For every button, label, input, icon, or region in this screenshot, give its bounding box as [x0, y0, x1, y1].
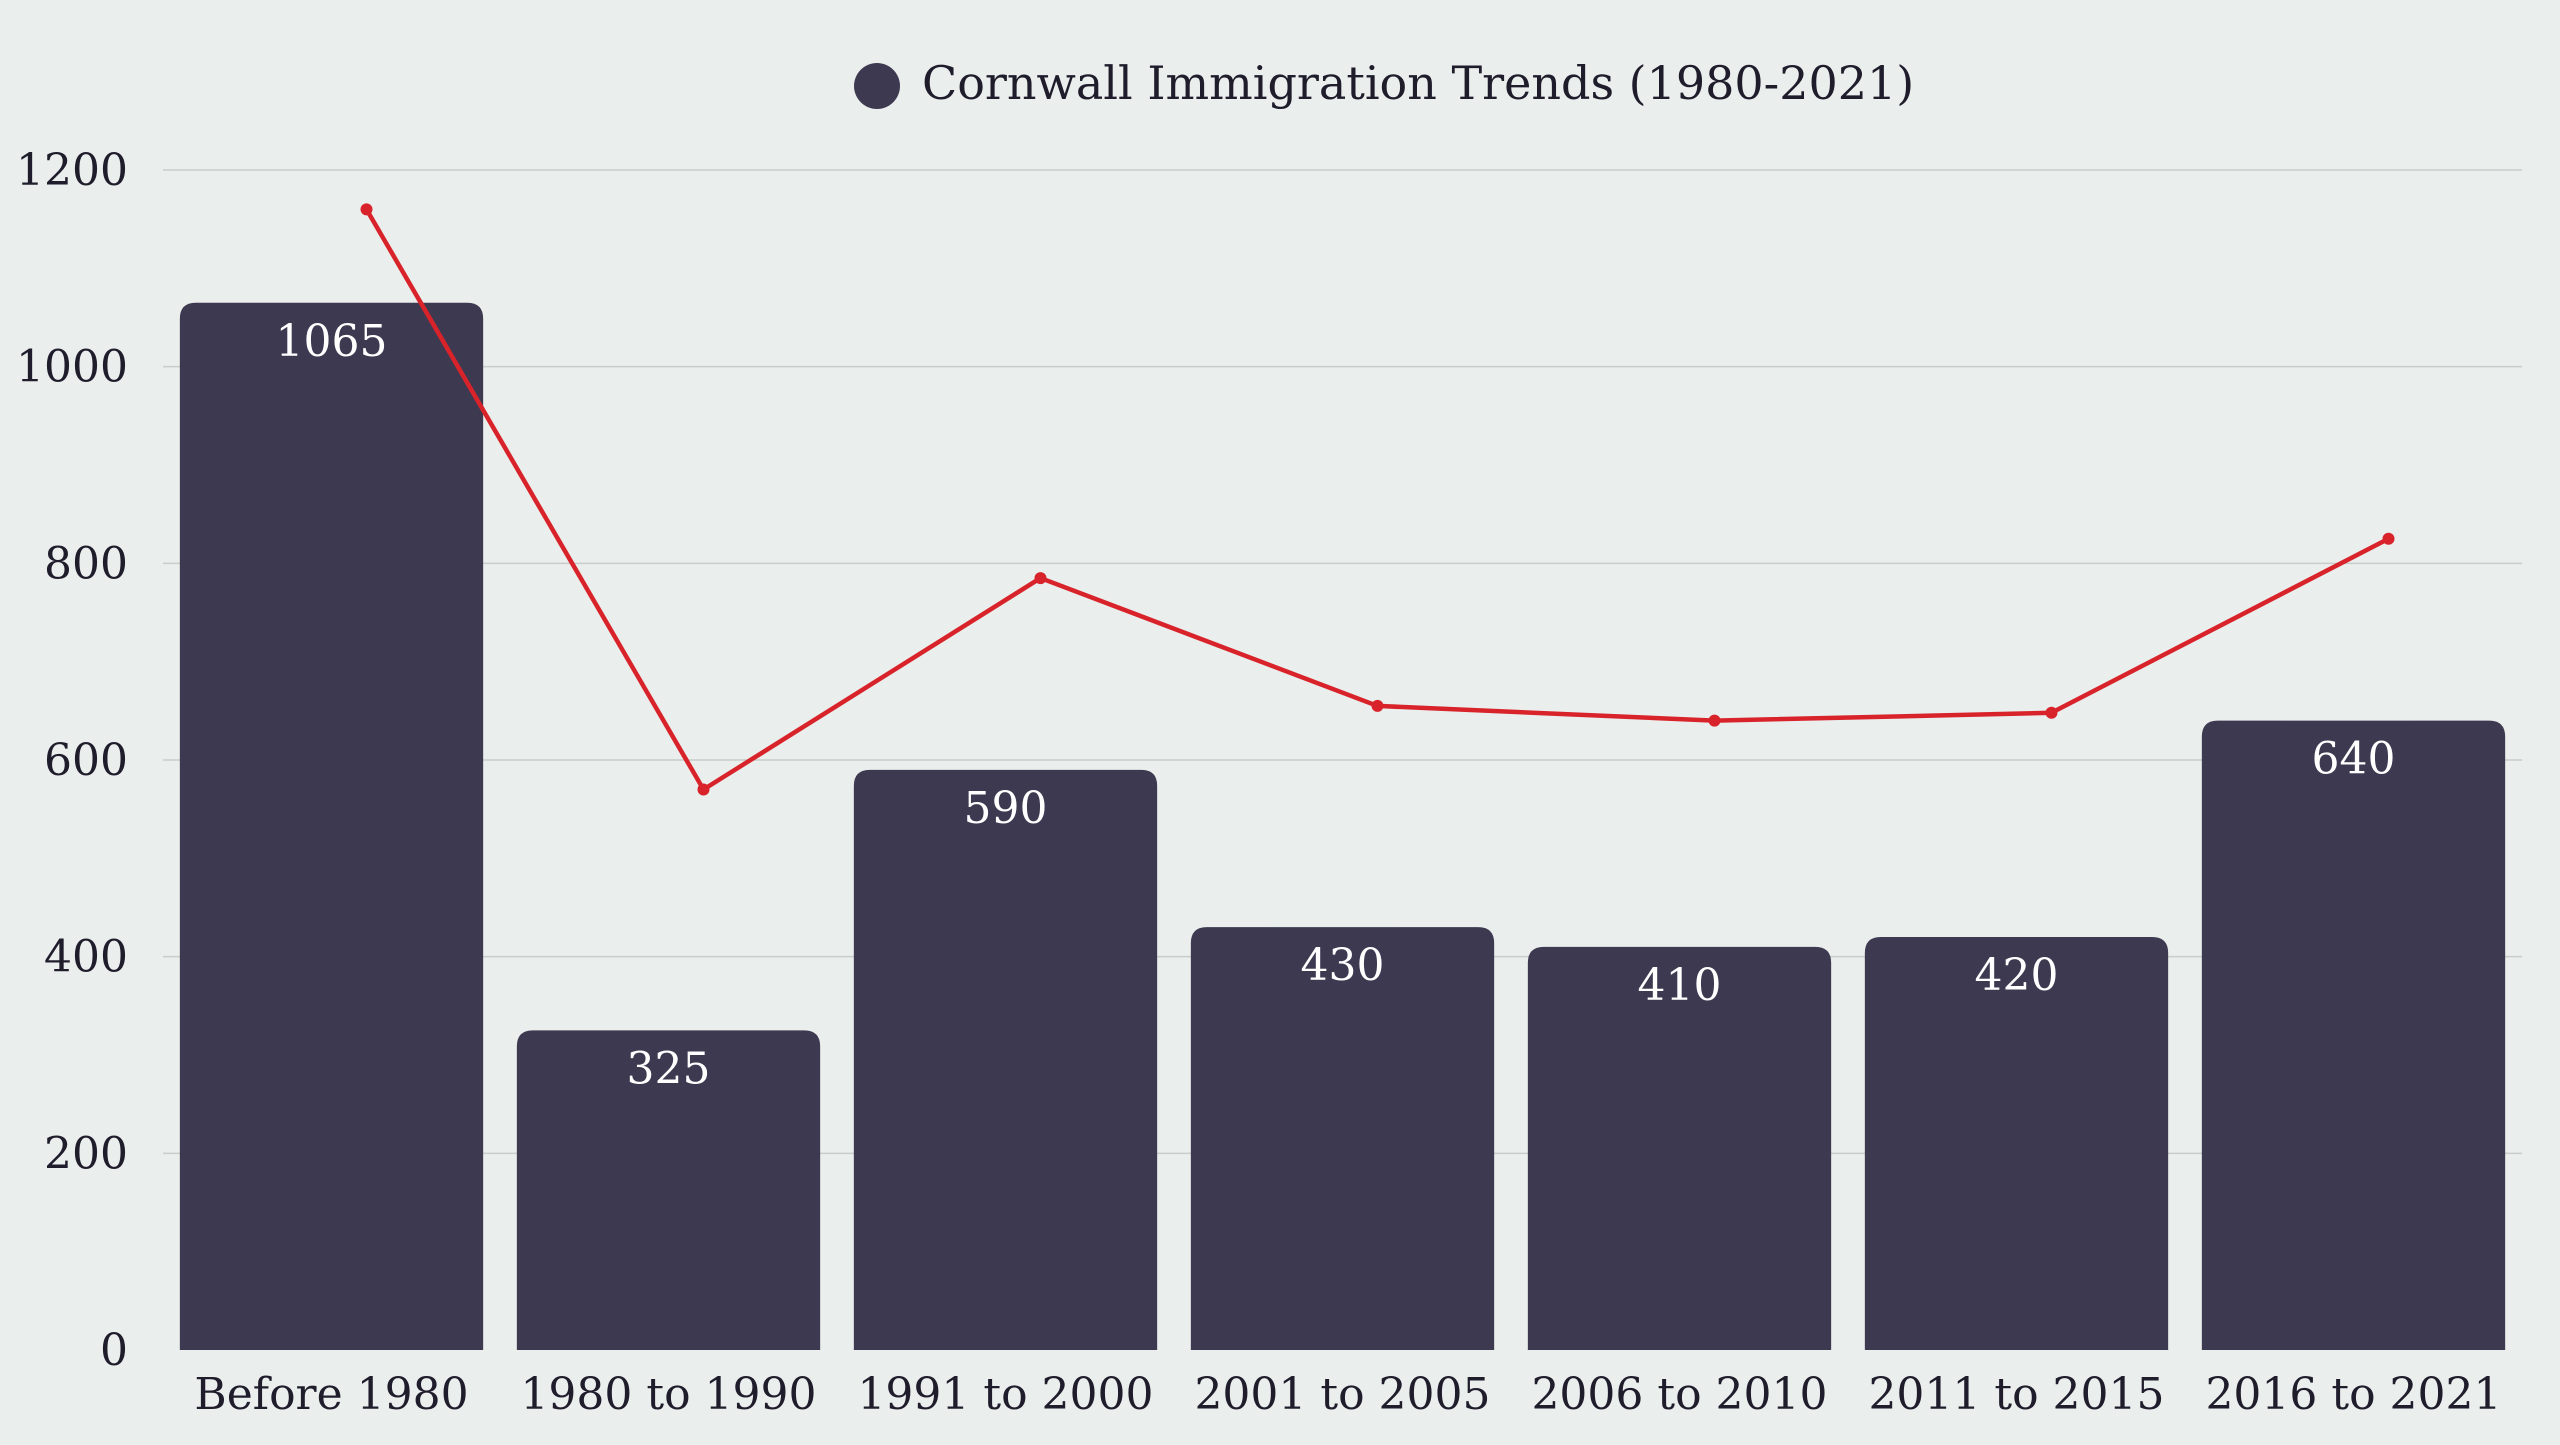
x-tick-label: Before 1980: [194, 1369, 468, 1420]
line-point[interactable]: [2045, 706, 2058, 719]
bars: [179, 302, 2506, 1350]
y-tick-label: 0: [100, 1325, 128, 1376]
y-tick-label: 1200: [16, 145, 128, 196]
bar[interactable]: [1527, 946, 1832, 1350]
bar[interactable]: [1864, 937, 2169, 1350]
line-point[interactable]: [1371, 699, 1384, 712]
bar-data-labels: 1065 325 590 430 410 420 640: [276, 316, 2396, 1095]
bar-data-label: 1065: [276, 316, 388, 367]
x-axis-ticks: Before 1980 1980 to 1990 1991 to 2000 2001 …: [194, 1369, 2501, 1420]
x-tick-label: 2006 to 2010: [1531, 1369, 1827, 1420]
x-tick-label: 1980 to 1990: [520, 1369, 816, 1420]
line-point[interactable]: [697, 783, 710, 796]
y-axis-ticks: 0 200 400 600 800 1000 1200: [16, 145, 128, 1376]
bar[interactable]: [1190, 927, 1495, 1350]
line-point[interactable]: [1708, 714, 1721, 727]
bar[interactable]: [516, 1030, 821, 1350]
x-tick-label: 1991 to 2000: [857, 1369, 1153, 1420]
bar-data-label: 410: [1638, 960, 1722, 1011]
bar[interactable]: [2201, 720, 2506, 1350]
y-tick-label: 200: [44, 1128, 128, 1179]
legend-label: Cornwall Immigration Trends (1980-2021): [922, 56, 1914, 110]
line-point[interactable]: [360, 203, 373, 216]
bar-data-label: 430: [1301, 940, 1385, 991]
legend-swatch-icon: [854, 63, 900, 109]
x-tick-label: 2011 to 2015: [1868, 1369, 2164, 1420]
bar-data-label: 590: [964, 783, 1048, 834]
y-tick-label: 600: [44, 735, 128, 786]
bar-data-label: 640: [2312, 734, 2396, 785]
line-point[interactable]: [1034, 572, 1047, 585]
y-tick-label: 1000: [16, 342, 128, 393]
y-tick-label: 400: [44, 932, 128, 983]
x-tick-label: 2016 to 2021: [2205, 1369, 2501, 1420]
bar-data-label: 420: [1975, 950, 2059, 1001]
bar[interactable]: [179, 302, 484, 1350]
x-tick-label: 2001 to 2005: [1194, 1369, 1490, 1420]
bar-data-label: 325: [627, 1043, 711, 1094]
y-tick-label: 800: [44, 538, 128, 589]
trend-line-series: [360, 203, 2395, 796]
bar[interactable]: [853, 769, 1158, 1350]
legend[interactable]: Cornwall Immigration Trends (1980-2021): [854, 56, 1914, 110]
line-point[interactable]: [2382, 532, 2395, 545]
